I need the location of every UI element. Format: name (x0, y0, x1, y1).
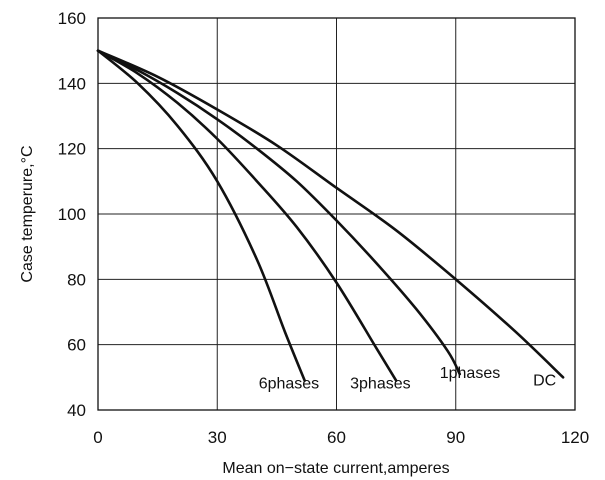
x-tick-label: 90 (446, 428, 465, 447)
y-tick-label: 40 (67, 401, 86, 420)
plot-frame (97, 17, 576, 411)
series-line-6phases (96, 49, 306, 382)
x-tick-label: 120 (561, 428, 589, 447)
y-tick-label: 80 (67, 270, 86, 289)
y-tick-labels: 40 60 80 100 120 140 160 (58, 9, 86, 420)
series-label-DC: DC (533, 372, 556, 389)
series-labels: 6phases 3phases 1phases DC (259, 365, 556, 393)
y-tick-label: 160 (58, 9, 86, 28)
y-tick-label: 120 (58, 140, 86, 159)
y-tick-label: 100 (58, 205, 86, 224)
y-tick-label: 60 (67, 336, 86, 355)
series-lines (96, 49, 565, 382)
y-axis-title: Case temperure,°C (19, 145, 36, 282)
x-tick-label: 60 (327, 428, 346, 447)
series-label-6phases: 6phases (259, 376, 320, 393)
series-line-DC (96, 49, 565, 379)
x-tick-label: 30 (208, 428, 227, 447)
series-line-1phases (96, 49, 462, 376)
x-tick-label: 0 (93, 428, 102, 447)
series-label-1phases: 1phases (440, 365, 501, 382)
series-line-3phases (96, 49, 398, 382)
x-axis-title: Mean on−state current,amperes (222, 460, 449, 477)
gridlines (98, 18, 575, 410)
y-tick-label: 140 (58, 74, 86, 93)
series-label-3phases: 3phases (350, 376, 411, 393)
x-tick-labels: 0 30 60 90 120 (93, 428, 589, 447)
